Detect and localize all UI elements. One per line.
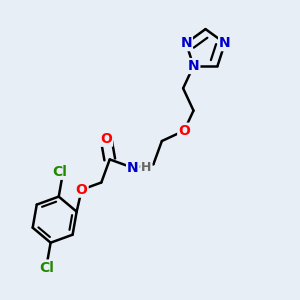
- Text: Cl: Cl: [52, 165, 67, 179]
- Text: H: H: [141, 161, 152, 174]
- Text: N: N: [219, 36, 231, 50]
- Text: N: N: [188, 59, 199, 73]
- Text: O: O: [76, 183, 88, 197]
- Text: Cl: Cl: [39, 260, 54, 274]
- Text: O: O: [178, 124, 190, 138]
- Text: N: N: [127, 161, 139, 175]
- Text: O: O: [100, 132, 112, 146]
- Text: N: N: [180, 36, 192, 50]
